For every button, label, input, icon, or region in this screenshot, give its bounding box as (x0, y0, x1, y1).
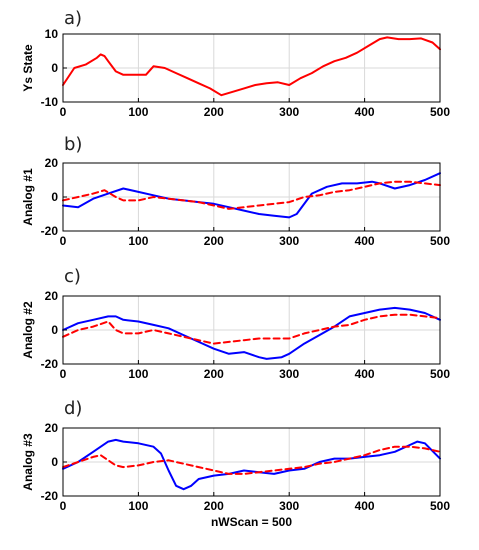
x-tick-label: 200 (204, 499, 224, 513)
x-tick-label: 400 (355, 234, 375, 248)
y-tick-label: 20 (45, 421, 59, 435)
y-tick-label: 0 (51, 455, 58, 469)
x-tick-label: 400 (355, 367, 375, 381)
x-tick-label: 500 (430, 234, 450, 248)
series-line-solid (62, 36, 441, 97)
x-tick-label: 100 (128, 234, 148, 248)
y-tick-label: -20 (41, 489, 59, 503)
y-tick-label: 0 (51, 190, 58, 204)
panel-label: d) (64, 398, 82, 419)
panel-label: a) (64, 8, 82, 29)
series-line-dashed (62, 445, 441, 475)
x-tick-label: 400 (355, 105, 375, 119)
x-tick-label: 300 (279, 367, 299, 381)
x-tick-label: 0 (60, 367, 67, 381)
x-tick-label: 200 (204, 367, 224, 381)
x-tick-label: 400 (355, 499, 375, 513)
series-line-solid (62, 172, 441, 219)
x-tick-label: 500 (430, 105, 450, 119)
x-tick-label: 300 (279, 105, 299, 119)
x-tick-label: 200 (204, 234, 224, 248)
panel-label: b) (64, 134, 82, 155)
y-tick-label: 20 (45, 156, 59, 170)
y-tick-label: -20 (41, 224, 59, 238)
y-tick-label: 20 (45, 289, 59, 303)
x-tick-label: 300 (279, 234, 299, 248)
x-tick-label: 100 (128, 105, 148, 119)
panel-label: c) (64, 266, 81, 287)
series-line-dashed (62, 313, 441, 345)
x-tick-label: 200 (204, 105, 224, 119)
x-axis-label: nWScan = 500 (211, 515, 292, 529)
y-tick-label: -10 (41, 95, 59, 109)
x-tick-label: 100 (128, 367, 148, 381)
x-tick-label: 0 (60, 105, 67, 119)
y-tick-label: 0 (51, 61, 58, 75)
y-tick-label: 0 (51, 323, 58, 337)
y-tick-label: -20 (41, 357, 59, 371)
y-axis-label: Analog #2 (21, 301, 35, 359)
y-axis-label: Analog #3 (21, 433, 35, 491)
y-tick-label: 10 (45, 27, 59, 41)
x-tick-label: 0 (60, 234, 67, 248)
x-tick-label: 500 (430, 367, 450, 381)
series-line-dashed (62, 180, 441, 210)
x-tick-label: 100 (128, 499, 148, 513)
series-line-solid (62, 306, 441, 360)
x-tick-label: 300 (279, 499, 299, 513)
x-tick-label: 0 (60, 499, 67, 513)
y-axis-label: Analog #1 (21, 168, 35, 226)
x-tick-label: 500 (430, 499, 450, 513)
y-axis-label: Ys State (21, 44, 35, 92)
